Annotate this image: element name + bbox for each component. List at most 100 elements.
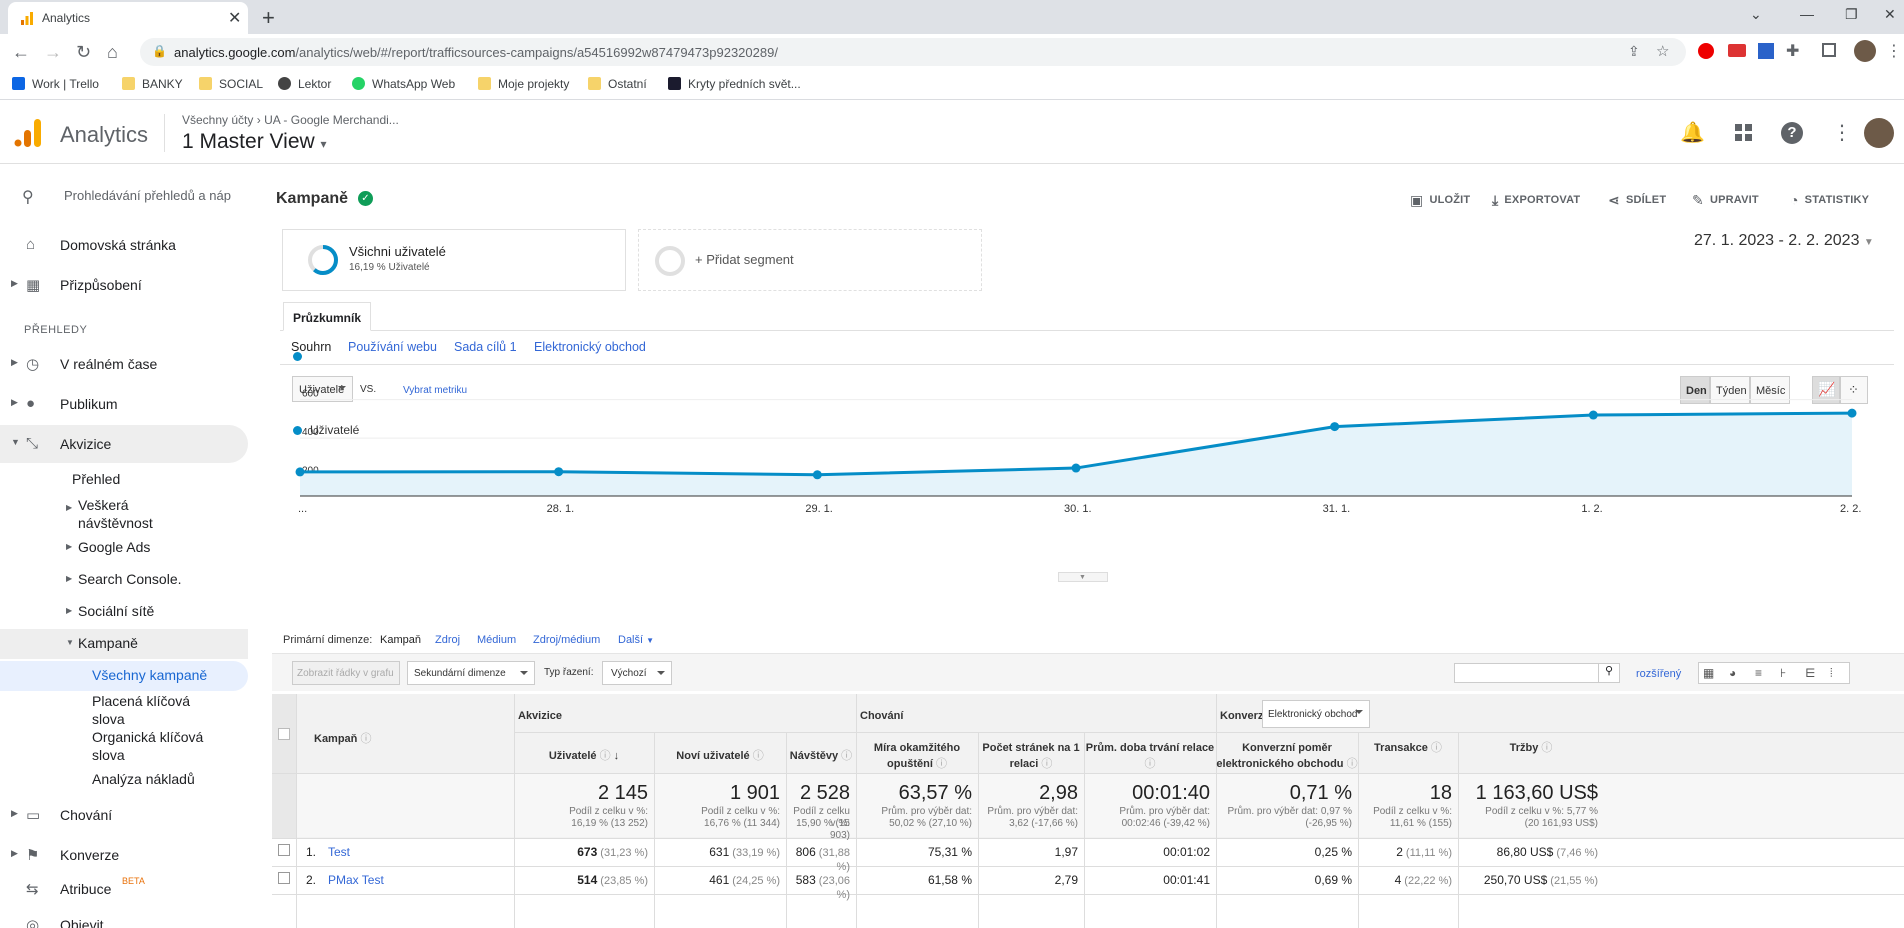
bookmark-kryty[interactable]: Kryty předních svět...	[668, 77, 801, 91]
bookmark-social[interactable]: SOCIAL	[199, 77, 263, 91]
sidebar-item-all-campaigns[interactable]: Všechny kampaně	[92, 667, 208, 683]
forward-icon[interactable]: →	[44, 42, 62, 62]
edit-button[interactable]: ✎ UPRAVIT	[1692, 192, 1759, 208]
table-search-button[interactable]: ⚲	[1598, 663, 1620, 683]
tab-search-icon[interactable]: ⌄	[1750, 6, 1762, 22]
share-button[interactable]: ⋖ SDÍLET	[1608, 192, 1667, 208]
bookmark-ostatni[interactable]: Ostatní	[588, 77, 647, 91]
bookmark-whatsapp[interactable]: WhatsApp Web	[352, 77, 455, 91]
row-checkbox[interactable]	[278, 844, 290, 856]
select-metric-link[interactable]: Vybrat metriku	[403, 385, 468, 396]
col-header[interactable]: Konverzní poměr elektronického obchodu ⓘ	[1216, 742, 1358, 770]
new-tab-icon[interactable]: +	[262, 5, 275, 30]
secondary-dimension-select[interactable]: Sekundární dimenze	[407, 661, 535, 685]
bookmark-moje-projekty[interactable]: Moje projekty	[478, 77, 569, 91]
dimension-more[interactable]: Další ▼	[618, 634, 655, 646]
save-button[interactable]: ▣ ULOŽIT	[1410, 192, 1471, 208]
sidebar-item-cost-analysis[interactable]: Analýza nákladů	[92, 771, 195, 787]
bookmark-banky[interactable]: BANKY	[122, 77, 183, 91]
close-window-icon[interactable]: ✕	[1884, 6, 1896, 22]
sidebar-item-paid-keywords[interactable]: Placená klíčová slova	[92, 693, 191, 727]
col-header[interactable]: Transakce ⓘ	[1374, 742, 1442, 754]
chart-resize-handle[interactable]: ▼	[1058, 572, 1108, 582]
extension-red-icon[interactable]	[1728, 44, 1746, 57]
browser-tab[interactable]: Analytics ✕	[8, 2, 248, 34]
close-tab-icon[interactable]: ✕	[228, 10, 242, 27]
chrome-menu-icon[interactable]: ⋮	[1886, 43, 1902, 60]
col-header[interactable]: Počet stránek na 1 relaci ⓘ	[982, 742, 1080, 770]
sidebar-item-search-console[interactable]: ▶ Search Console.	[66, 571, 182, 587]
campaign-link[interactable]: Test	[328, 845, 351, 859]
dimension-campaign[interactable]: Kampaň	[380, 634, 421, 646]
sidebar-item-all-traffic[interactable]: ▶ Veškerá návštěvnost	[66, 497, 153, 531]
sidebar-item-audience[interactable]: ▶ ● Publikum	[11, 395, 118, 412]
col-header[interactable]: Tržby ⓘ	[1509, 742, 1553, 754]
share-page-icon[interactable]: ⇪	[1628, 43, 1640, 59]
subtab-site-usage[interactable]: Používání webu	[348, 340, 437, 354]
back-icon[interactable]: ←	[12, 42, 30, 62]
sort-desc-icon[interactable]: ↓	[610, 750, 620, 762]
pie-view-icon[interactable]: ◕	[1729, 666, 1737, 680]
row-checkbox[interactable]	[278, 872, 290, 884]
account-avatar[interactable]	[1864, 118, 1894, 148]
home-icon[interactable]: ⌂	[107, 42, 118, 62]
sidebar-item-realtime[interactable]: ▶ ◷ V reálném čase	[11, 356, 158, 373]
dimension-source-medium[interactable]: Zdroj/médium	[533, 634, 601, 646]
view-selector[interactable]: 1 Master View ▾	[182, 130, 327, 153]
term-cloud-view-icon[interactable]: ⋿	[1805, 666, 1816, 680]
line-chart-toggle[interactable]: 📈	[1812, 376, 1840, 404]
dimension-medium[interactable]: Médium	[477, 634, 517, 646]
date-range-picker[interactable]: 27. 1. 2023 - 2. 2. 2023 ▼	[1694, 232, 1874, 249]
pivot-view-icon[interactable]: ⦙	[1830, 666, 1833, 680]
sidebar-item-google-ads[interactable]: ▶ Google Ads	[66, 539, 151, 555]
table-view-icon[interactable]: ▦	[1703, 666, 1715, 680]
extension-blue-icon[interactable]	[1758, 43, 1774, 59]
dimension-source[interactable]: Zdroj	[435, 634, 461, 646]
sidebar-item-acquisition[interactable]: ▼ ⤡ Akvizice	[0, 425, 248, 463]
sidebar-item-campaigns[interactable]: ▼ Kampaně	[66, 635, 138, 651]
profile-avatar[interactable]	[1854, 40, 1876, 62]
apps-grid-icon[interactable]	[1735, 124, 1753, 142]
col-header[interactable]: Uživatelé ⓘ ↓	[548, 750, 620, 762]
insights-button[interactable]: ◔ STATISTIKY	[1790, 192, 1870, 208]
table-search-input[interactable]	[1454, 663, 1600, 683]
subtab-summary[interactable]: Souhrn	[291, 340, 332, 354]
advanced-filter-link[interactable]: rozšířený	[1636, 668, 1682, 680]
account-breadcrumb[interactable]: Všechny účty › UA - Google Merchandi...	[182, 113, 399, 127]
bookmark-star-icon[interactable]: ☆	[1656, 43, 1670, 60]
add-segment-button[interactable]: + Přidat segment	[638, 229, 982, 291]
performance-view-icon[interactable]: ≡	[1755, 666, 1763, 680]
sidebar-item-social[interactable]: ▶ Sociální sítě	[66, 603, 155, 619]
sidebar-item-organic-keywords[interactable]: Organická klíčová slova	[92, 729, 204, 763]
bookmark-lektor[interactable]: Lektor	[278, 77, 331, 91]
extensions-puzzle-icon[interactable]: ✚	[1786, 43, 1800, 60]
minimize-icon[interactable]: —	[1800, 6, 1814, 22]
col-header[interactable]: Návštěvy ⓘ	[789, 750, 853, 762]
col-header[interactable]: Míra okamžitého opuštění ⓘ	[873, 742, 961, 770]
segment-all-users[interactable]: Všichni uživatelé 16,19 % Uživatelé	[282, 229, 626, 291]
sidebar-item-customization[interactable]: ▶ ▦ Přizpůsobení	[11, 277, 142, 294]
sidebar-item-attribution[interactable]: ⇆ Atribuce BETA	[26, 876, 145, 898]
reload-icon[interactable]: ↻	[76, 42, 92, 62]
conversion-type-select[interactable]: Elektronický obchod	[1262, 700, 1370, 728]
col-campaign-header[interactable]: Kampaň ⓘ	[314, 733, 372, 745]
subtab-ecommerce[interactable]: Elektronický obchod	[534, 340, 646, 354]
export-button[interactable]: ⤓ EXPORTOVAT	[1492, 192, 1581, 208]
side-panel-icon[interactable]	[1822, 43, 1836, 57]
sidebar-item-acq-overview[interactable]: Přehled	[72, 471, 121, 487]
bookmark-trello[interactable]: Work | Trello	[12, 77, 99, 91]
sort-type-select[interactable]: Výchozí	[602, 661, 672, 685]
subtab-goal-set[interactable]: Sada cílů 1	[454, 340, 517, 354]
sidebar-item-discover[interactable]: ◎ Objevit	[0, 906, 248, 928]
help-icon[interactable]: ?	[1781, 122, 1803, 144]
col-header[interactable]: Prům. doba trvání relace ⓘ	[1085, 742, 1215, 770]
col-header[interactable]: Noví uživatelé ⓘ	[676, 750, 764, 762]
tab-explorer[interactable]: Průzkumník	[283, 302, 372, 331]
comparison-view-icon[interactable]: ⊦	[1780, 666, 1787, 680]
campaign-link[interactable]: PMax Test	[328, 873, 384, 887]
metric-select[interactable]: Uživatelé	[292, 376, 353, 402]
plot-rows-button[interactable]: Zobrazit řádky v grafu	[292, 661, 400, 685]
restore-icon[interactable]: ❐	[1845, 6, 1858, 22]
opera-extension-icon[interactable]	[1698, 43, 1714, 59]
select-all-checkbox[interactable]	[278, 728, 290, 740]
